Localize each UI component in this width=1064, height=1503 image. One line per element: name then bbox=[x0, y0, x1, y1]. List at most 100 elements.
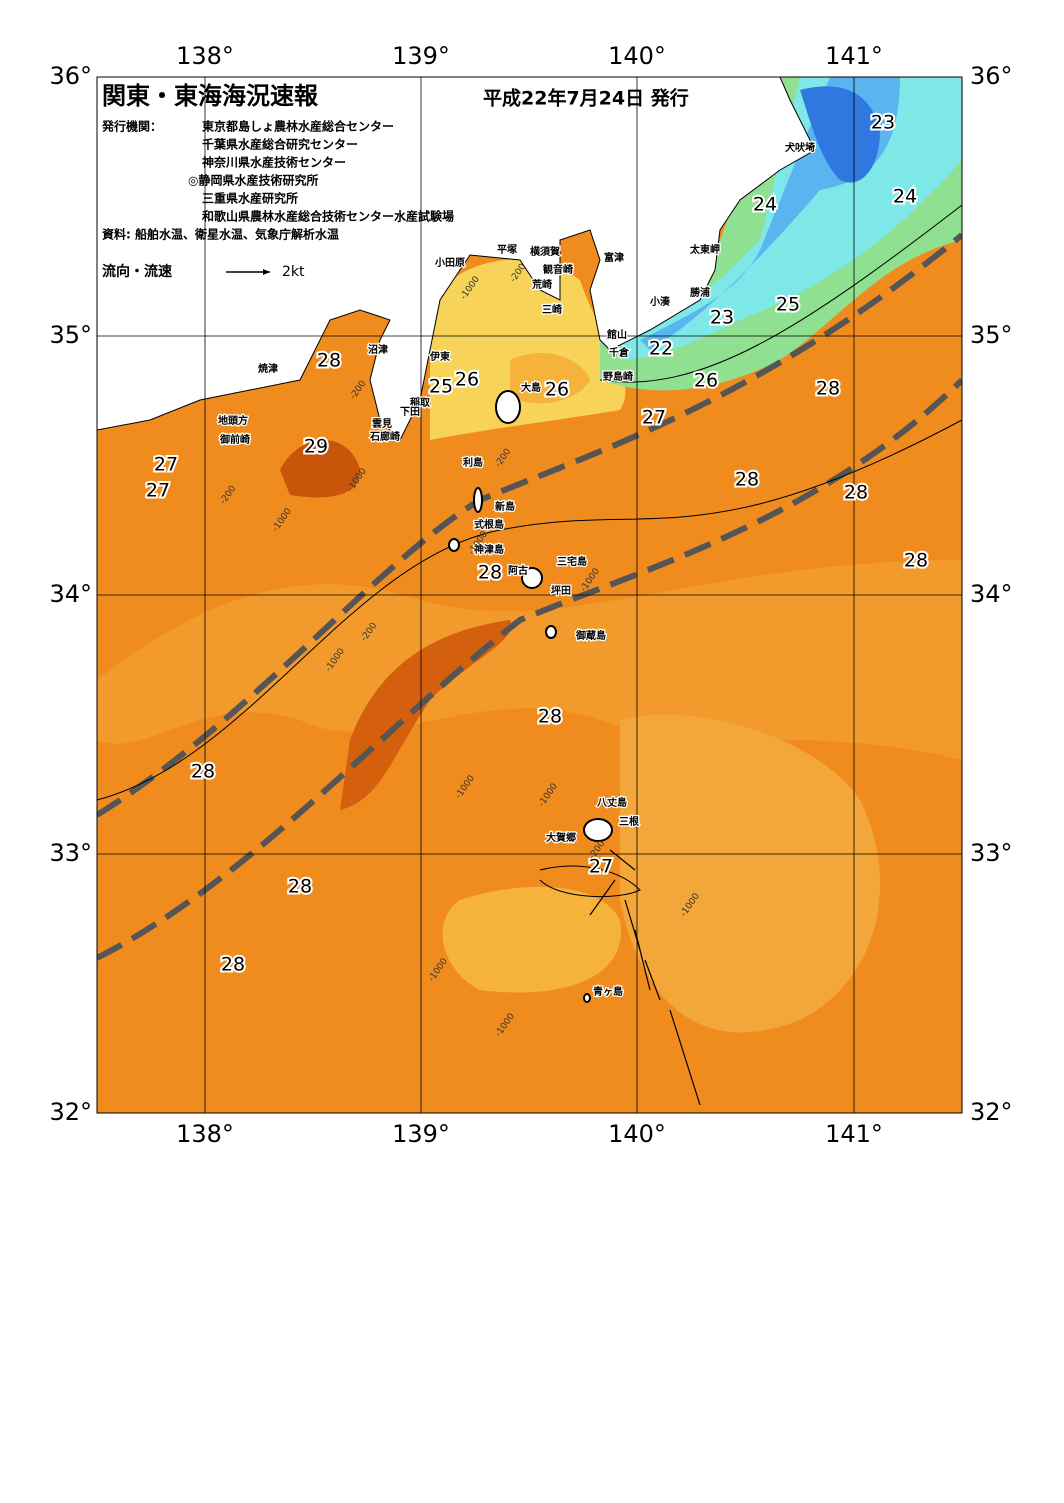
place-name: 太東岬 bbox=[689, 243, 720, 256]
longitude-label: 139° bbox=[392, 42, 450, 70]
temperature-label: 28 bbox=[816, 378, 840, 400]
temperature-label: 27 bbox=[589, 856, 613, 878]
temperature-label: 25 bbox=[429, 376, 453, 398]
agency: 三重県水産研究所 bbox=[202, 191, 298, 206]
agency: 千葉県水産総合研究センター bbox=[202, 137, 358, 152]
issue-date: 平成22年7月24日 発行 bbox=[483, 87, 689, 110]
latitude-label: 35° bbox=[49, 321, 92, 349]
temperature-label: 28 bbox=[288, 876, 312, 898]
temperature-label: 28 bbox=[538, 706, 562, 728]
legend-arrowhead bbox=[263, 269, 270, 275]
temperature-label: 28 bbox=[191, 761, 215, 783]
place-name: 平塚 bbox=[497, 243, 517, 256]
place-name: 下田 bbox=[400, 406, 420, 418]
latitude-label: 34° bbox=[49, 580, 92, 608]
kuroshio-axis bbox=[97, 377, 962, 961]
place-name: 稲取 bbox=[410, 396, 431, 409]
place-name: 荒崎 bbox=[531, 278, 552, 291]
place-name: 神津島 bbox=[474, 543, 504, 556]
current-vectors bbox=[589, 849, 701, 1106]
place-name: 野島崎 bbox=[603, 370, 633, 383]
temperature-label: 26 bbox=[455, 369, 479, 391]
temperature-label: 26 bbox=[545, 379, 569, 401]
sagami-water bbox=[430, 259, 626, 440]
latitude-label: 34° bbox=[970, 580, 1013, 608]
agency: ◎静岡県水産技術研究所 bbox=[188, 173, 318, 188]
hot-zone bbox=[280, 440, 360, 498]
warm-zone bbox=[97, 560, 962, 760]
place-name: 伊東 bbox=[429, 350, 450, 363]
place-name: 青ヶ島 bbox=[593, 985, 623, 998]
temperature-label: 28 bbox=[904, 550, 928, 572]
isotherms bbox=[97, 204, 962, 897]
place-name: 焼津 bbox=[258, 362, 278, 375]
place-name: 横須賀 bbox=[530, 245, 560, 258]
place-name: 御蔵島 bbox=[575, 629, 606, 642]
temperature-label: 28 bbox=[478, 562, 502, 584]
temperature-label: 22 bbox=[649, 338, 673, 360]
place-name: 館山 bbox=[606, 328, 627, 341]
place-name: 石廊崎 bbox=[369, 430, 400, 443]
agency: 神奈川県水産技術センター bbox=[202, 155, 346, 170]
legend-scale: 2kt bbox=[282, 264, 305, 280]
place-name: 千倉 bbox=[609, 346, 630, 359]
place-name: 雲見 bbox=[372, 418, 392, 430]
place-name: 三崎 bbox=[542, 303, 562, 316]
cold-water bbox=[800, 86, 880, 183]
place-name: 三根 bbox=[619, 815, 639, 828]
longitude-label: 138° bbox=[176, 42, 234, 70]
latitude-label: 32° bbox=[49, 1098, 92, 1126]
place-name: 犬吠埼 bbox=[785, 141, 815, 154]
place-name: 坪田 bbox=[551, 584, 571, 597]
latitude-label: 32° bbox=[970, 1098, 1013, 1126]
place-name: 地頭方 bbox=[218, 414, 248, 427]
temperature-label: 24 bbox=[893, 186, 917, 208]
temperature-label: 27 bbox=[146, 480, 170, 502]
place-name: 利島 bbox=[463, 456, 483, 469]
place-name: 大島 bbox=[521, 381, 541, 394]
title: 関東・東海海況速報 bbox=[102, 82, 319, 110]
agency: 東京都島しょ農林水産総合センター bbox=[202, 119, 394, 134]
latitude-label: 36° bbox=[970, 62, 1013, 90]
longitude-label: 140° bbox=[608, 1120, 666, 1148]
graticule bbox=[97, 77, 962, 1113]
land bbox=[97, 77, 816, 441]
agency: 和歌山県農林水産総合技術センター水産試験場 bbox=[201, 209, 454, 224]
longitude-label: 141° bbox=[825, 42, 883, 70]
islands bbox=[448, 390, 613, 1003]
latitude-label: 36° bbox=[49, 62, 92, 90]
temperature-label: 29 bbox=[304, 436, 328, 458]
temperature-label: 28 bbox=[317, 350, 341, 372]
latitude-label: 35° bbox=[970, 321, 1013, 349]
temperature-label: 25 bbox=[776, 294, 800, 316]
labels: 東京都島しょ農林水産総合センター千葉県水産総合研究センター神奈川県水産技術センタ… bbox=[49, 42, 1012, 1148]
place-name: 観音崎 bbox=[543, 263, 573, 276]
latitude-label: 33° bbox=[970, 839, 1013, 867]
place-name: 勝浦 bbox=[690, 286, 710, 299]
temperature-label: 26 bbox=[694, 370, 718, 392]
place-name: 八丈島 bbox=[596, 796, 627, 809]
temperature-label: 23 bbox=[871, 112, 895, 134]
place-name: 大賀郷 bbox=[546, 831, 576, 844]
place-name: 三宅島 bbox=[557, 555, 587, 568]
legend-label: 流向・流速 bbox=[102, 263, 172, 280]
longitude-label: 141° bbox=[825, 1120, 883, 1148]
place-name: 阿古 bbox=[508, 564, 528, 577]
warm-zone bbox=[620, 714, 880, 1033]
longitude-label: 140° bbox=[608, 42, 666, 70]
longitude-label: 139° bbox=[392, 1120, 450, 1148]
temperature-label: 28 bbox=[221, 954, 245, 976]
place-name: 新島 bbox=[495, 500, 515, 513]
place-name: 小田原 bbox=[434, 256, 465, 269]
longitude-label: 138° bbox=[176, 1120, 234, 1148]
place-name: 式根島 bbox=[474, 518, 504, 531]
place-name: 富津 bbox=[604, 251, 624, 264]
place-name: 小湊 bbox=[649, 295, 671, 308]
sagami-water bbox=[510, 352, 590, 404]
latitude-label: 33° bbox=[49, 839, 92, 867]
agency-label: 発行機関： bbox=[101, 119, 162, 134]
source: 資料: 船舶水温、衛星水温、気象庁解析水温 bbox=[102, 227, 339, 242]
temperature-label: 27 bbox=[154, 454, 178, 476]
warm-zone bbox=[442, 886, 621, 993]
